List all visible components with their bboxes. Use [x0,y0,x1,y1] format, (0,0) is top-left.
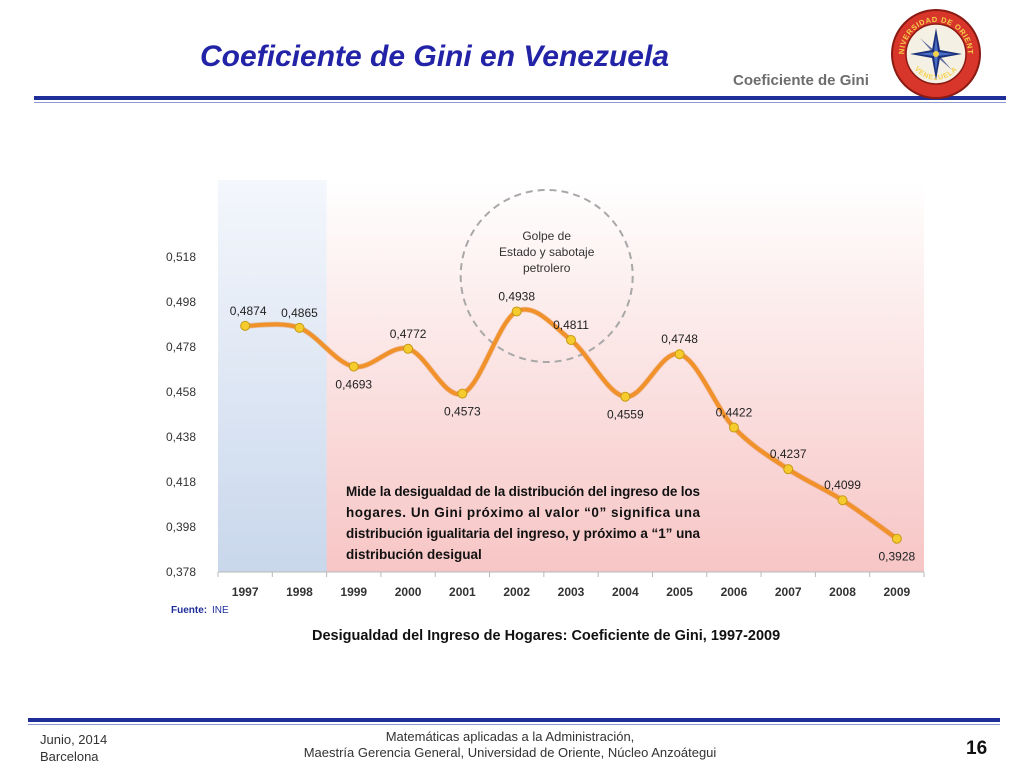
x-tick-label: 2002 [503,585,530,599]
data-point [728,422,739,433]
data-point [240,320,251,331]
data-label: 0,4237 [770,447,807,461]
data-label: 0,4559 [607,408,644,422]
x-tick-label: 2009 [883,585,910,599]
note-text-line: distribución igualitaria del ingreso, y … [346,526,700,541]
data-label: 0,4874 [230,304,267,318]
slide-subtitle: Coeficiente de Gini [733,72,869,89]
annotation-text: Golpe de [522,229,571,243]
footer-left: Junio, 2014 Barcelona [40,731,107,765]
note-text-line: hogares. Un Gini próximo al valor “0” si… [346,505,700,520]
data-point [511,306,522,317]
y-tick-label: 0,418 [166,475,196,489]
gini-chart: 1997 1998 1999 2000 2001 2002 2003 2004 2005 2006… [160,180,940,660]
data-label: 0,4772 [390,327,427,341]
page-number: 16 [966,738,988,759]
data-point [294,322,305,333]
y-tick-label: 0,378 [166,565,196,579]
chart-title: Desigualdad del Ingreso de Hogares: Coef… [312,628,780,644]
plot-background [218,180,924,572]
y-tick-label: 0,518 [166,250,196,264]
data-point [348,361,359,372]
data-point [457,388,468,399]
data-label: 0,4811 [553,318,589,332]
x-tick-label: 1997 [232,585,259,599]
footer-rule-thin [28,724,1000,725]
annotation-text: Estado y sabotaje [499,245,595,259]
highlight-region [218,180,327,572]
x-tick-label: 2005 [666,585,693,599]
x-tick-label: 2004 [612,585,639,599]
footer-center: Matemáticas aplicadas a la Administració… [240,729,780,761]
x-tick-label: 2001 [449,585,476,599]
x-tick-label: 2003 [558,585,585,599]
gini-line-chart: 1997 1998 1999 2000 2001 2002 2003 2004 2005 2006… [166,180,925,644]
source-label: Fuente: [171,605,207,616]
footer-rule [28,718,1000,722]
note-text-line: distribución desigual [346,547,482,562]
footer-city: Barcelona [40,749,99,764]
data-label: 0,4573 [444,405,481,419]
header-rule-thin [34,102,1006,103]
data-point [674,349,685,360]
data-point [403,343,414,354]
x-tick-label: 2008 [829,585,856,599]
x-tick-label: 2000 [395,585,422,599]
data-label: 0,3928 [878,550,915,564]
x-tick-label: 1999 [340,585,367,599]
y-tick-label: 0,438 [166,430,196,444]
y-tick-label: 0,478 [166,340,196,354]
data-point [891,533,902,544]
data-point [783,464,794,475]
source-value: INE [212,605,229,616]
y-tick-label: 0,398 [166,520,196,534]
slide-title: Coeficiente de Gini en Venezuela [200,40,670,73]
data-point [837,495,848,506]
note-text-line: Mide la desigualdad de la distribución d… [346,484,700,499]
y-tick-label: 0,458 [166,385,196,399]
annotation-text: petrolero [523,261,571,275]
data-label: 0,4422 [716,406,753,420]
footer-program: Maestría Gerencia General, Universidad d… [303,745,717,760]
data-label: 0,4693 [335,378,372,392]
y-tick-label: 0,498 [166,295,196,309]
data-label: 0,4865 [281,306,318,320]
x-tick-label: 1998 [286,585,313,599]
data-label: 0,4938 [498,289,535,303]
annotation-circle [459,189,634,363]
data-point [620,391,631,402]
footer-date: Junio, 2014 [40,732,108,747]
x-tick-label: 2007 [775,585,802,599]
data-label: 0,4099 [824,478,861,492]
footer-course: Matemáticas aplicadas a la Administració… [385,729,635,744]
university-seal-logo: UNIVERSIDAD DE ORIENTE VENEZUELA [890,8,981,99]
header-rule [34,96,1006,100]
data-point [566,335,576,346]
data-label: 0,4748 [661,332,698,346]
x-tick-label: 2006 [721,585,748,599]
